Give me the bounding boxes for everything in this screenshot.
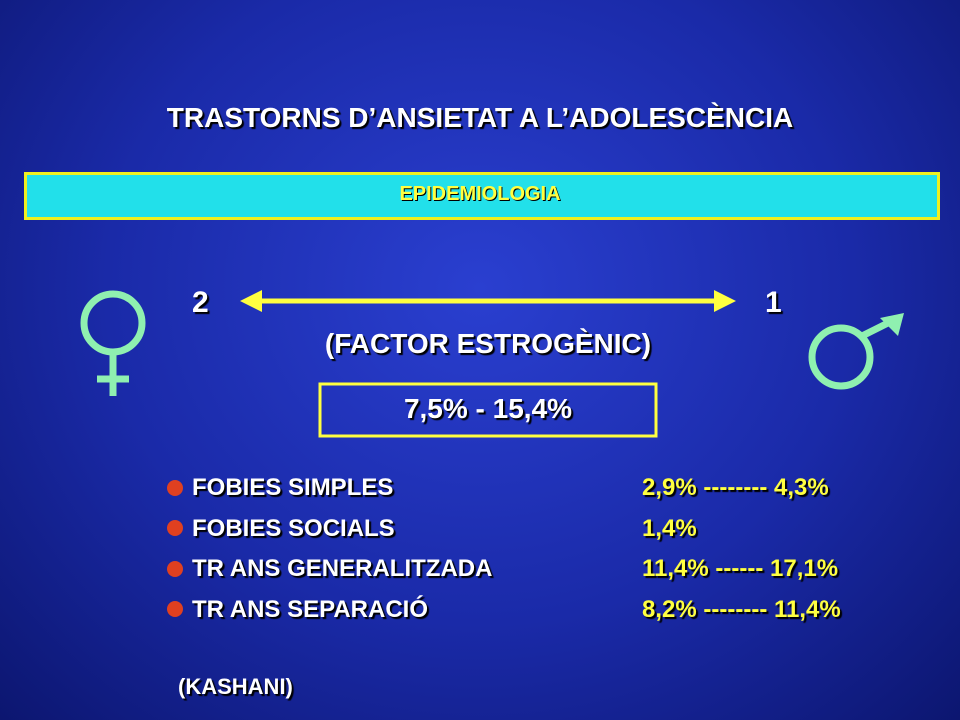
item-label: FOBIES SIMPLES xyxy=(192,474,394,501)
item-value: 8,2% -------- 11,4% xyxy=(642,595,841,623)
range: 7,5% - 15,4% xyxy=(403,393,573,424)
female-ratio: 2 xyxy=(192,286,209,319)
banner: EPIDEMIOLOGIA xyxy=(399,183,561,205)
title: TRASTORNS D’ANSIETAT A L’ADOLESCÈNCIA xyxy=(166,102,794,133)
male-ratio: 1 xyxy=(765,286,782,319)
item-label: TR ANS SEPARACIÓ xyxy=(192,595,429,623)
item-value: 2,9% -------- 4,3% xyxy=(642,474,829,501)
item-value: 1,4% xyxy=(642,514,697,542)
item-label: FOBIES SOCIALS xyxy=(192,514,395,542)
source: (KASHANI) xyxy=(178,674,293,699)
item-value: 11,4% ------ 17,1% xyxy=(642,555,839,582)
item-label: TR ANS GENERALITZADA xyxy=(192,555,493,582)
factor: (FACTOR ESTROGÈNIC) xyxy=(324,328,652,359)
banner-box xyxy=(24,172,940,220)
